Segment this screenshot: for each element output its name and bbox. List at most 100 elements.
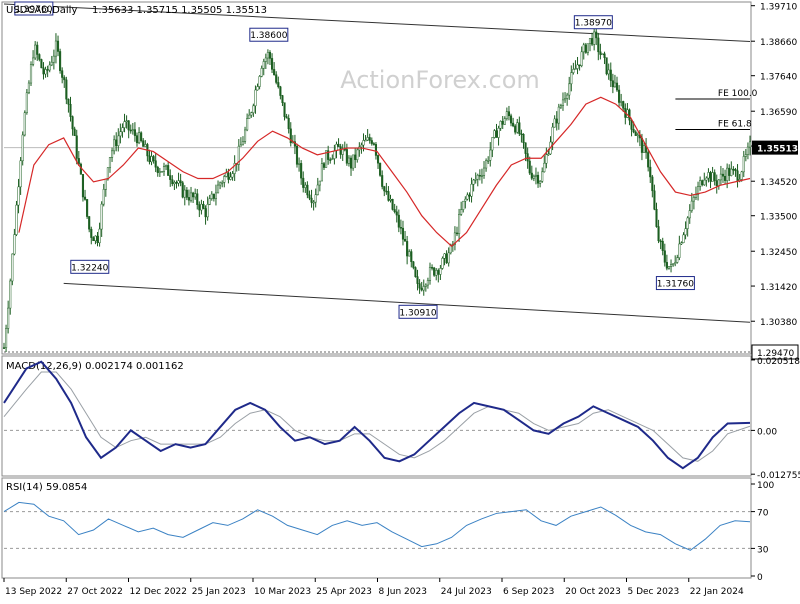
candle-body xyxy=(591,38,594,45)
rsi-tick-label: 100 xyxy=(757,481,774,491)
x-tick-label: 25 Jan 2023 xyxy=(192,587,246,597)
candle-body xyxy=(620,101,623,103)
candle-body xyxy=(389,199,392,201)
candle-body xyxy=(165,165,168,167)
candle-body xyxy=(194,193,197,198)
candles xyxy=(2,27,752,353)
candle-body xyxy=(11,253,14,282)
price-tick-label: 1.32450 xyxy=(760,248,797,258)
candle-body xyxy=(489,149,492,161)
candle-body xyxy=(231,173,234,178)
candle-body xyxy=(536,174,540,184)
candle-body xyxy=(100,203,103,230)
price-tick-label: 1.30380 xyxy=(760,318,797,328)
candle-body xyxy=(352,154,355,169)
chart-header: USDCAD,Daily 1.35633 1.35715 1.35505 1.3… xyxy=(6,5,267,16)
candle-body xyxy=(129,129,132,132)
candle-body xyxy=(229,176,232,180)
x-tick-label: 22 Jan 2024 xyxy=(690,587,744,597)
candle-body xyxy=(732,168,735,171)
candle-body xyxy=(283,102,286,117)
candle-body xyxy=(657,226,660,242)
candle-body xyxy=(588,38,592,44)
candle-body xyxy=(366,137,369,141)
candle-body xyxy=(582,44,585,53)
candle-body xyxy=(308,194,311,199)
candle-body xyxy=(196,193,199,205)
candle-body xyxy=(65,79,68,100)
candle-body xyxy=(472,179,475,185)
candle-body xyxy=(210,193,213,199)
current-price-label: 1.35513 xyxy=(757,145,798,155)
candle-body xyxy=(726,167,729,181)
candle-body xyxy=(688,210,691,219)
candle-body xyxy=(356,149,359,160)
candle-body xyxy=(478,174,481,177)
candle-body xyxy=(241,141,245,146)
candle-body xyxy=(663,250,666,263)
candle-body xyxy=(570,72,573,85)
candle-body xyxy=(271,58,274,70)
candle-body xyxy=(433,267,436,276)
candle-body xyxy=(711,172,714,182)
price-tick-label: 1.34520 xyxy=(760,178,797,188)
candle-body xyxy=(285,116,288,119)
candle-body xyxy=(543,162,546,173)
candle-body xyxy=(628,109,631,121)
candle-body xyxy=(96,235,99,244)
candle-body xyxy=(364,139,367,142)
candle-body xyxy=(227,172,230,180)
price-label-box xyxy=(70,259,110,274)
candle-body xyxy=(189,192,193,201)
candle-body xyxy=(156,166,159,173)
candle-body xyxy=(526,153,529,162)
candle-body xyxy=(379,162,382,176)
candle-body xyxy=(580,51,583,66)
candle-body xyxy=(225,172,228,177)
candle-body xyxy=(719,173,722,181)
candle-body xyxy=(254,89,257,107)
candle-body xyxy=(547,153,550,156)
candle-body xyxy=(175,182,178,184)
candle-body xyxy=(5,328,8,348)
price-label-box xyxy=(655,276,695,291)
macd-line xyxy=(3,360,751,470)
price-label: 1.30910 xyxy=(399,308,436,318)
price-tick-label: 1.31420 xyxy=(760,283,797,293)
candle-body xyxy=(632,129,635,133)
candle-body xyxy=(61,70,64,78)
candle-body xyxy=(250,112,253,116)
candle-body xyxy=(470,183,473,197)
candle-body xyxy=(206,204,209,218)
candle-body xyxy=(512,122,515,127)
candle-body xyxy=(376,155,380,164)
candle-body xyxy=(123,121,126,128)
candle-body xyxy=(622,101,625,109)
candle-body xyxy=(491,137,494,151)
candle-body xyxy=(482,167,486,176)
candle-body xyxy=(566,94,569,99)
candle-body xyxy=(611,80,614,88)
candle-body xyxy=(524,142,527,154)
candle-body xyxy=(69,103,72,117)
candle-body xyxy=(86,199,89,217)
candle-body xyxy=(185,189,188,198)
candle-body xyxy=(171,179,174,185)
candle-body xyxy=(694,194,698,198)
candle-body xyxy=(676,257,679,263)
candle-body xyxy=(279,86,282,96)
candle-body xyxy=(177,180,180,184)
candle-body xyxy=(374,144,378,156)
candle-body xyxy=(125,120,128,122)
candle-body xyxy=(273,69,276,76)
candle-body xyxy=(682,234,685,243)
candle-body xyxy=(73,128,76,137)
candle-body xyxy=(636,134,639,137)
candle-body xyxy=(314,194,317,203)
candle-body xyxy=(601,53,604,56)
candle-body xyxy=(44,69,47,75)
candle-body xyxy=(331,158,334,160)
candle-body xyxy=(445,253,448,264)
trendline xyxy=(63,282,751,323)
